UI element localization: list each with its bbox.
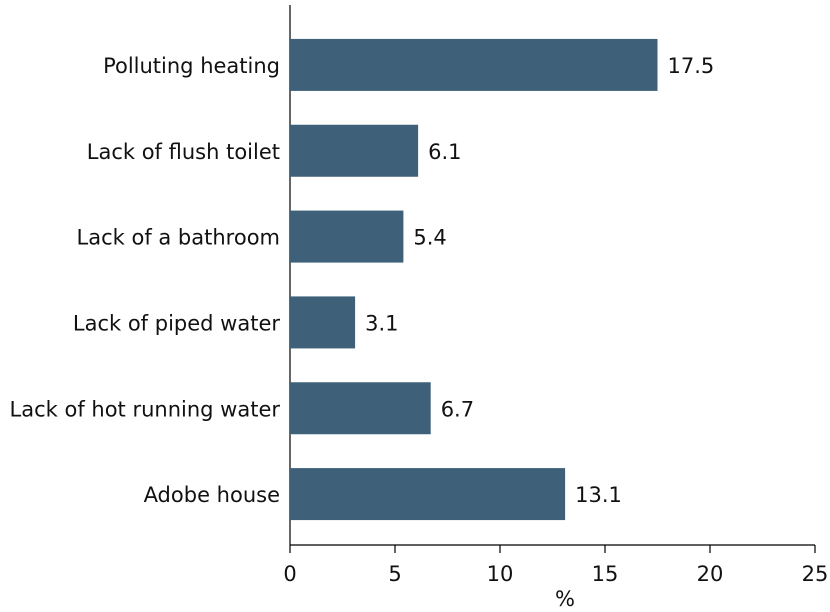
x-tick-label: 10: [487, 562, 514, 586]
x-tick-label: 25: [802, 562, 829, 586]
y-tick-label: Adobe house: [144, 483, 280, 507]
value-label: 3.1: [365, 311, 398, 335]
bar: [290, 38, 658, 91]
y-tick-label: Lack of a bathroom: [77, 226, 280, 250]
bar: [290, 210, 404, 263]
x-axis-label: %: [555, 587, 575, 611]
bar: [290, 296, 356, 349]
x-tick-label: 20: [697, 562, 724, 586]
bar: [290, 468, 566, 521]
value-label: 6.1: [428, 140, 461, 164]
y-tick-label: Lack of piped water: [73, 311, 280, 335]
y-tick-label: Lack of flush toilet: [87, 140, 280, 164]
value-label: 17.5: [668, 54, 715, 78]
bar: [290, 382, 431, 435]
x-tick-label: 15: [592, 562, 619, 586]
value-label: 6.7: [441, 397, 474, 421]
y-tick-label: Polluting heating: [103, 54, 280, 78]
x-tick-label: 0: [283, 562, 296, 586]
bar: [290, 124, 419, 177]
y-tick-label: Lack of hot running water: [10, 397, 281, 421]
x-tick-label: 5: [388, 562, 401, 586]
value-label: 13.1: [575, 483, 622, 507]
value-label: 5.4: [413, 226, 446, 250]
